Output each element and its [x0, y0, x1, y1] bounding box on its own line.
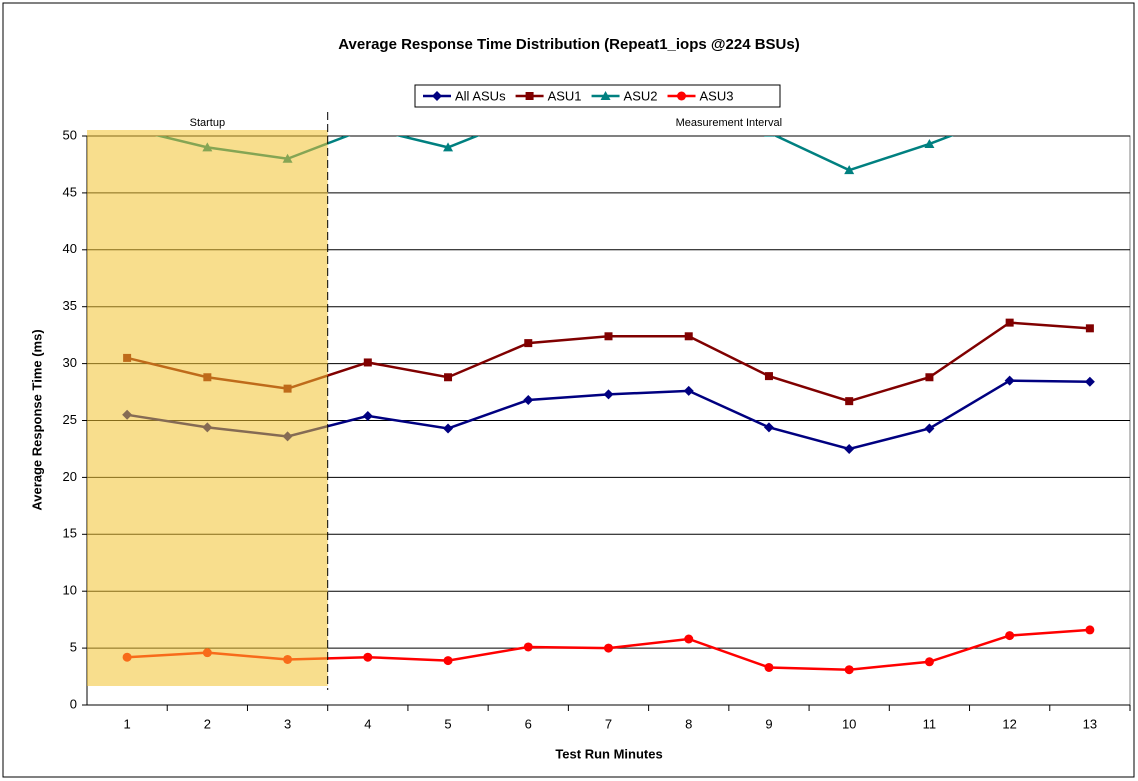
x-tick-label: 2 [204, 716, 211, 731]
marker [1085, 324, 1094, 333]
marker [363, 652, 373, 662]
legend-label: ASU2 [624, 88, 658, 103]
x-tick-label: 1 [123, 716, 130, 731]
marker [924, 657, 934, 667]
x-tick-label: 3 [284, 716, 291, 731]
marker [604, 643, 613, 653]
marker [524, 339, 533, 348]
marker [363, 358, 372, 367]
legend-label: ASU3 [700, 88, 734, 103]
x-tick-label: 12 [1002, 716, 1016, 731]
marker [443, 142, 454, 152]
marker [443, 656, 453, 666]
marker [604, 332, 613, 341]
marker [1084, 376, 1095, 387]
marker [925, 373, 934, 382]
marker [684, 332, 693, 341]
marker [362, 410, 373, 421]
x-tick-label: 4 [364, 716, 371, 731]
chart-title: Average Response Time Distribution (Repe… [338, 36, 799, 53]
x-tick-label: 5 [444, 716, 451, 731]
y-tick-label: 45 [63, 184, 77, 199]
marker [603, 389, 614, 400]
y-tick-label: 30 [63, 355, 77, 370]
x-tick-label: 10 [842, 716, 856, 731]
legend-marker [677, 91, 687, 101]
marker [844, 443, 855, 454]
marker [683, 385, 694, 396]
legend-marker [432, 91, 442, 101]
x-tick-label: 8 [685, 716, 692, 731]
marker [845, 397, 854, 406]
y-tick-label: 40 [63, 241, 77, 256]
x-tick-label: 13 [1083, 716, 1097, 731]
marker [684, 634, 694, 644]
marker [523, 395, 534, 406]
x-tick-label: 11 [923, 716, 937, 731]
x-axis-title: Test Run Minutes [555, 746, 662, 761]
marker [523, 642, 533, 652]
legend-label: ASU1 [548, 88, 582, 103]
y-axis-title: Average Response Time (ms) [29, 329, 44, 510]
y-tick-label: 25 [63, 412, 77, 427]
marker [1085, 625, 1095, 635]
legend-label: All ASUs [455, 88, 506, 103]
marker [844, 165, 855, 175]
y-tick-label: 15 [63, 526, 77, 541]
marker [844, 665, 854, 675]
marker [764, 372, 773, 381]
marker [1005, 631, 1015, 641]
y-tick-label: 35 [63, 298, 77, 313]
marker [443, 423, 454, 434]
marker [924, 423, 935, 434]
marker [924, 138, 935, 148]
x-tick-label: 7 [605, 716, 612, 731]
y-tick-label: 50 [63, 127, 77, 142]
y-tick-label: 0 [70, 696, 77, 711]
legend: All ASUs ASU1 ASU2 ASU3 [414, 84, 781, 108]
marker [763, 422, 774, 433]
marker [444, 373, 453, 382]
y-tick-label: 10 [63, 583, 77, 598]
marker [764, 662, 774, 672]
x-tick-label: 9 [765, 716, 772, 731]
y-tick-label: 20 [63, 469, 77, 484]
marker [763, 136, 774, 137]
x-tick-label: 6 [525, 716, 532, 731]
annotation: Measurement Interval [676, 117, 782, 129]
marker [1004, 375, 1015, 386]
annotation: Startup [190, 117, 225, 129]
y-tick-label: 5 [70, 640, 77, 655]
legend-marker [525, 92, 534, 100]
startup-shading [87, 130, 328, 686]
marker [1005, 318, 1014, 327]
legend-marker [600, 91, 611, 100]
